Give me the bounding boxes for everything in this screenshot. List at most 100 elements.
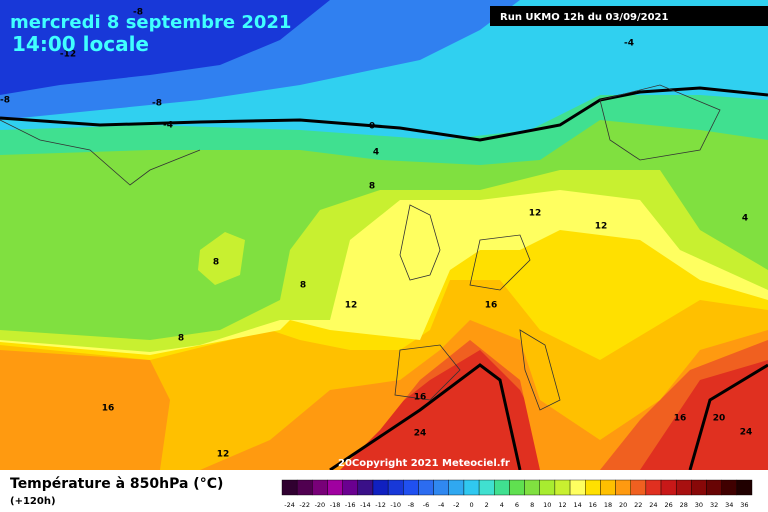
contour-label: 4 <box>373 148 379 158</box>
scale-label: 32 <box>710 501 718 509</box>
color-scale: -24 -22 -20 -18 -16 -14 -12 -10 -8 -6 -4 -2 0 2 4 6 8 10 1… <box>281 479 753 509</box>
scale-swatch <box>312 479 328 496</box>
scale-swatch <box>372 479 389 496</box>
scale-label: 20 <box>619 501 627 509</box>
scale-swatch <box>721 479 738 496</box>
scale-label: 0 <box>469 501 473 509</box>
scale-label: 30 <box>695 501 703 509</box>
contour-label: -4 <box>163 121 173 131</box>
scale-swatch <box>569 479 586 496</box>
scale-swatch <box>418 479 434 496</box>
scale-swatch <box>615 479 631 496</box>
scale-swatch <box>539 479 556 496</box>
field-band <box>198 232 245 285</box>
scale-swatch <box>403 479 419 496</box>
scale-swatch <box>463 479 480 496</box>
scale-label: -18 <box>330 501 341 509</box>
contour-label: 12 <box>595 222 608 232</box>
scale-swatch <box>691 479 707 496</box>
contour-label: 12 <box>529 209 542 219</box>
scale-label: -16 <box>345 501 356 509</box>
run-label: Run UKMO 12h du 03/09/2021 <box>500 12 669 23</box>
scale-label: 6 <box>515 501 519 509</box>
field-title: Température à 850hPa (°C) <box>10 476 223 492</box>
scale-swatch <box>630 479 647 496</box>
scale-label: 4 <box>500 501 504 509</box>
scale-label: 34 <box>725 501 733 509</box>
scale-label: -8 <box>408 501 414 509</box>
scale-swatch <box>387 479 404 496</box>
scale-swatch <box>433 479 449 496</box>
scale-swatch <box>675 479 692 496</box>
lead-time: (+120h) <box>10 496 56 507</box>
scale-swatch <box>736 479 753 496</box>
scale-label: -2 <box>453 501 459 509</box>
contour-label: 24 <box>414 429 427 439</box>
contour-labels: -8 -12 -8 -8 -4 0 -4 4 4 8 8 8 8 12 12 12 16 16 16 16 20 24 24… <box>0 8 752 460</box>
scale-label: 10 <box>543 501 551 509</box>
scale-swatch <box>645 479 662 496</box>
temperature-field <box>0 0 768 472</box>
contour-label: 8 <box>178 334 184 344</box>
scale-label: 14 <box>574 501 582 509</box>
scale-swatch <box>554 479 571 496</box>
contour-label: 0 <box>369 122 375 132</box>
scale-label: 18 <box>604 501 612 509</box>
coastline <box>0 84 721 411</box>
scale-label: -10 <box>390 501 401 509</box>
scale-swatch <box>448 479 465 496</box>
zero-isotherm <box>0 86 768 142</box>
contour-label: -12 <box>60 50 76 60</box>
scale-swatch <box>327 479 343 496</box>
scale-label: -14 <box>360 501 371 509</box>
date-title: mercredi 8 septembre 2021 <box>10 12 291 33</box>
scale-label: 16 <box>589 501 597 509</box>
scale-swatch <box>600 479 616 496</box>
contour-label: 24 <box>740 428 753 438</box>
scale-label: 8 <box>530 501 534 509</box>
scale-label: 28 <box>680 501 688 509</box>
contour-label: 16 <box>414 393 427 403</box>
scale-label: -24 <box>284 501 295 509</box>
contour-label: -8 <box>0 96 10 106</box>
scale-swatch <box>509 479 525 496</box>
run-box <box>490 6 768 26</box>
scale-swatch <box>342 479 359 496</box>
contour-label: -4 <box>624 39 634 49</box>
scale-label: -4 <box>438 501 444 509</box>
isotherm <box>688 363 768 471</box>
scale-swatch <box>524 479 540 496</box>
scale-swatch <box>357 479 374 496</box>
contour-label: 8 <box>300 281 306 291</box>
copyright: 20Copyright 2021 Meteociel.fr <box>338 458 510 469</box>
isotherm <box>329 363 522 472</box>
scale-swatch <box>660 479 677 496</box>
scale-swatch <box>478 479 495 496</box>
field-band <box>0 0 330 95</box>
contour-label: 12 <box>217 450 230 460</box>
scale-swatch <box>494 479 510 496</box>
scale-swatch <box>585 479 601 496</box>
scale-label: -12 <box>375 501 386 509</box>
contour-label: -8 <box>152 99 162 109</box>
contour-label: 8 <box>369 182 375 192</box>
scale-swatch <box>296 479 313 496</box>
time-title: 14:00 locale <box>12 32 149 56</box>
scale-label: 22 <box>634 501 642 509</box>
scale-label: 2 <box>485 501 489 509</box>
contour-label: 16 <box>674 414 687 424</box>
scale-label: -20 <box>315 501 326 509</box>
scale-label: 26 <box>664 501 672 509</box>
contour-label: 12 <box>345 301 358 311</box>
scale-label: 24 <box>649 501 657 509</box>
contour-label: 16 <box>485 301 498 311</box>
scale-label: -6 <box>423 501 429 509</box>
scale-swatch <box>706 479 722 496</box>
scale-label: 12 <box>558 501 566 509</box>
scale-label: -22 <box>299 501 310 509</box>
contour-label: -8 <box>133 8 143 18</box>
contour-label: 8 <box>213 258 219 268</box>
scale-swatch <box>281 479 298 496</box>
